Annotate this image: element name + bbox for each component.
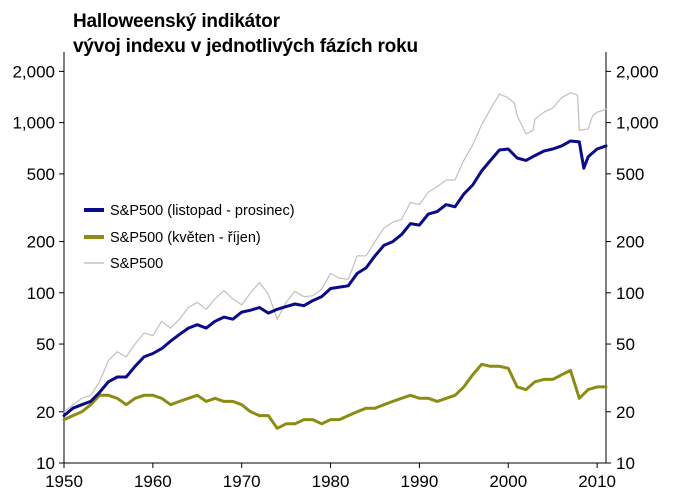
y-tick-label-right: 100 <box>616 284 644 303</box>
y-tick-label-left: 200 <box>27 233 55 252</box>
series-line-0 <box>62 139 608 418</box>
y-tick-label-right: 2,000 <box>616 62 659 81</box>
y-tick-label-right: 20 <box>616 403 635 422</box>
x-tick-label: 1990 <box>400 472 438 491</box>
legend-label-2: S&P500 <box>110 256 163 272</box>
chart-subtitle: vývoj indexu v jednotlivých fázích roku <box>73 36 418 57</box>
series-line-1 <box>62 362 608 430</box>
x-tick-label: 1950 <box>45 472 83 491</box>
series-line-2 <box>63 92 607 413</box>
y-tick-label-left: 100 <box>27 284 55 303</box>
y-tick-label-right: 500 <box>616 165 644 184</box>
y-tick-label-left: 10 <box>36 454 55 473</box>
y-tick-label-left: 500 <box>27 165 55 184</box>
y-tick-label-right: 50 <box>616 335 635 354</box>
x-tick-label: 1980 <box>312 472 350 491</box>
chart-title: Halloweenský indikátor <box>73 11 280 32</box>
y-tick-label-left: 50 <box>36 335 55 354</box>
x-tick-label: 2000 <box>489 472 527 491</box>
x-tick-label: 1960 <box>134 472 172 491</box>
y-tick-label-right: 10 <box>616 454 635 473</box>
y-tick-label-right: 200 <box>616 233 644 252</box>
legend-label-1: S&P500 (květen - říjen) <box>110 230 261 246</box>
x-tick-label: 2010 <box>578 472 616 491</box>
x-tick-label: 1970 <box>223 472 261 491</box>
legend-label-0: S&P500 (listopad - prosinec) <box>110 203 295 219</box>
y-tick-label-left: 2,000 <box>12 62 55 81</box>
y-tick-label-left: 20 <box>36 403 55 422</box>
y-tick-label-right: 1,000 <box>616 114 659 133</box>
y-tick-label-left: 1,000 <box>12 114 55 133</box>
